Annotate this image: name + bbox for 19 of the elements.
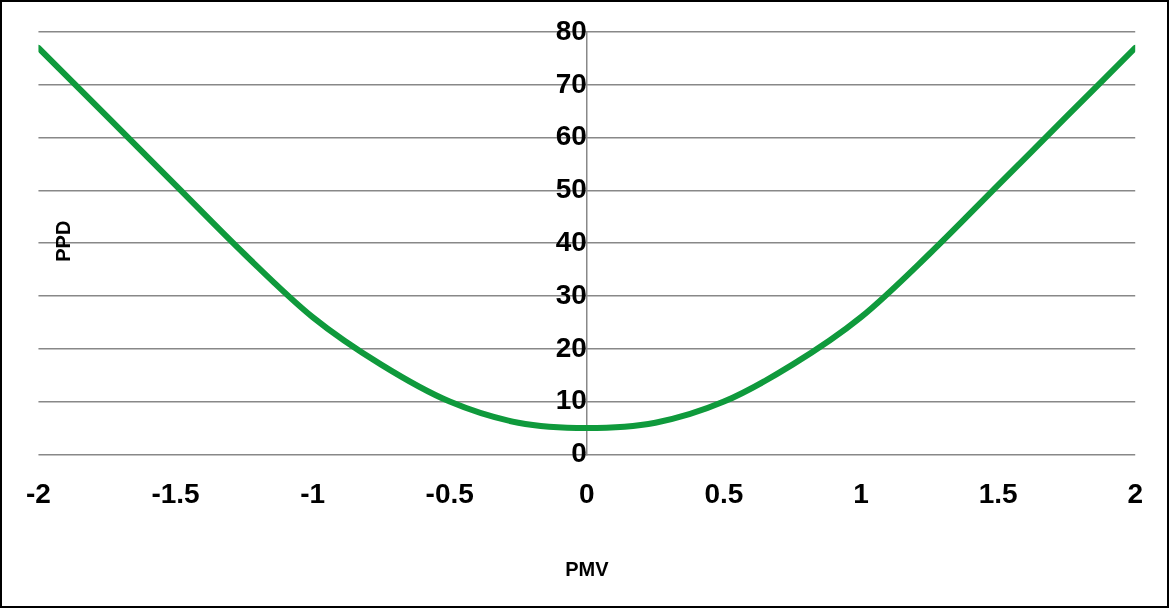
x-tick-label: -0.5 [425, 477, 474, 509]
x-tick-label: 0.5 [704, 477, 744, 509]
y-tick-label: 60 [555, 120, 587, 152]
y-tick-label: 0 [571, 437, 587, 469]
x-tick-label: 1 [853, 477, 869, 509]
x-axis-title: PMV [565, 557, 610, 580]
y-tick-label: 50 [555, 173, 587, 205]
y-tick-label: 30 [555, 278, 587, 310]
x-tick-label: -1 [300, 477, 326, 509]
x-tick-label: 2 [1127, 477, 1143, 509]
y-tick-label: 70 [555, 67, 587, 99]
y-tick-label: 20 [555, 331, 587, 363]
y-tick-label: 10 [555, 384, 587, 416]
y-tick-label: 40 [555, 225, 587, 257]
y-axis-title: PPD [51, 220, 74, 262]
x-tick-label: -2 [26, 477, 51, 509]
x-tick-label: 1.5 [978, 477, 1018, 509]
y-tick-label: 80 [555, 14, 587, 46]
x-tick-label: -1.5 [151, 477, 200, 509]
